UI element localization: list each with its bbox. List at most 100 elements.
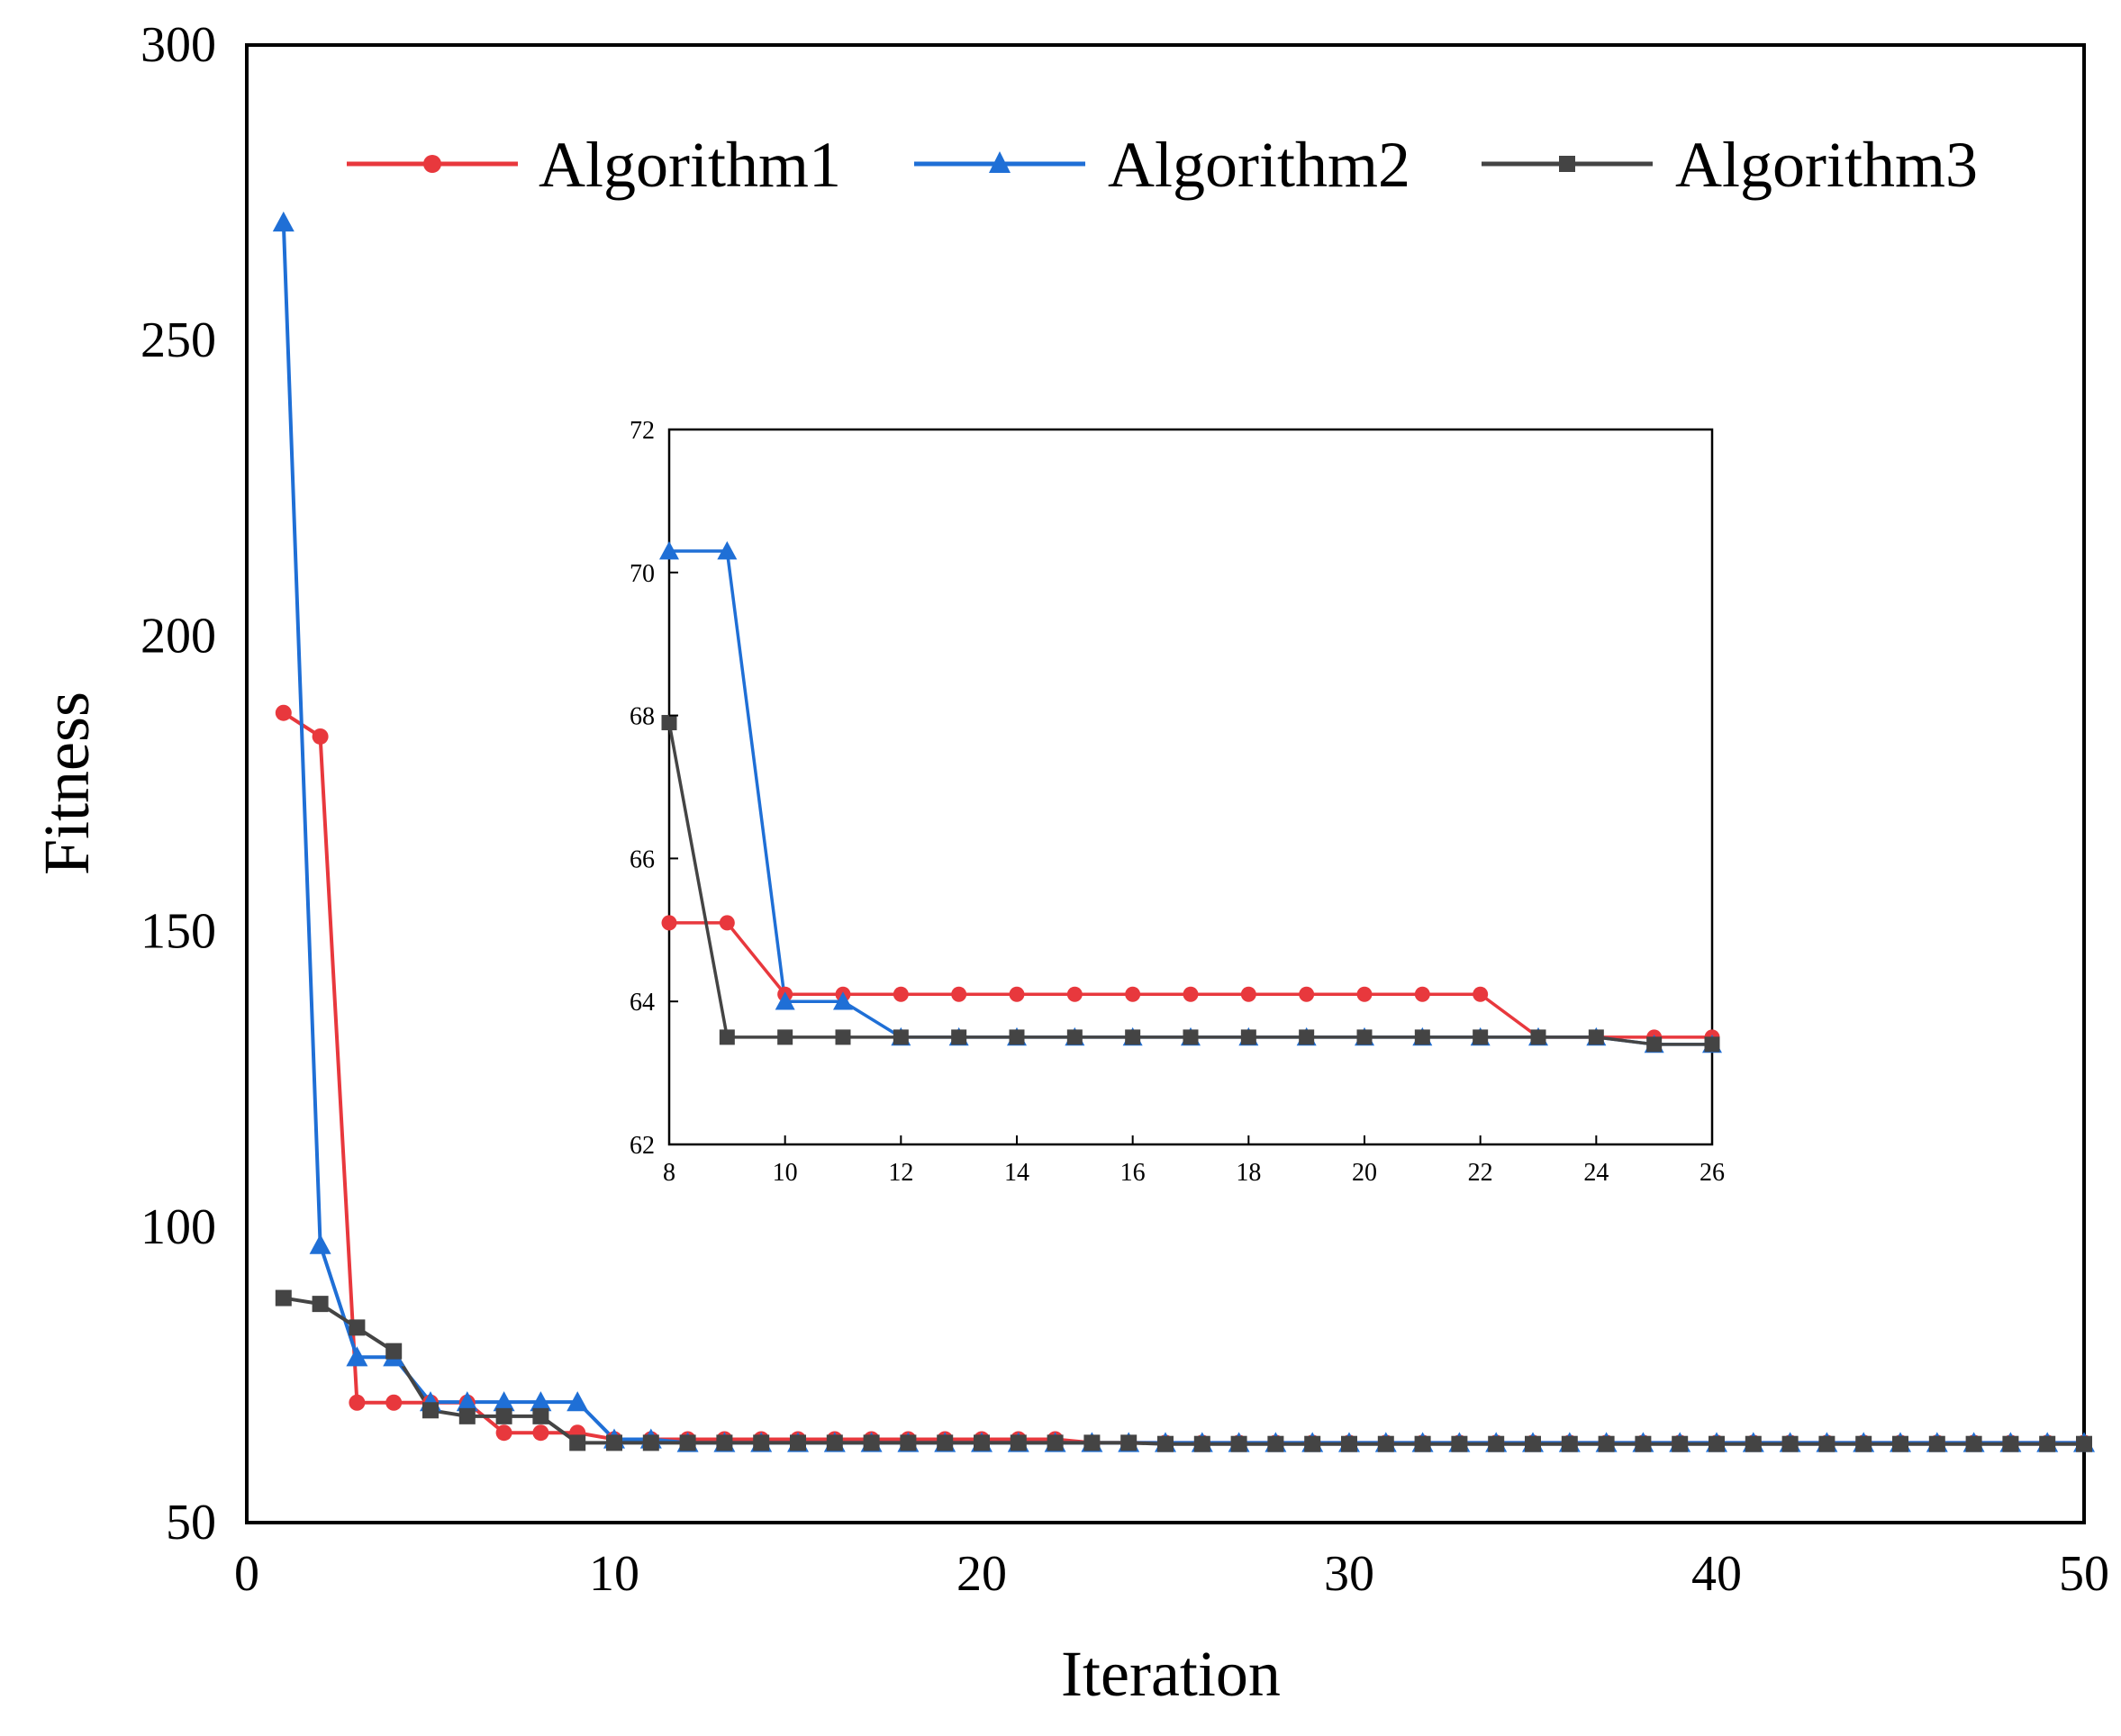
main-point-algorithm3-4 — [385, 1343, 403, 1360]
legend-marker-algorithm3 — [1559, 156, 1575, 172]
inset-point-algorithm1-15 — [1066, 986, 1083, 1002]
main-x-tick-label-0: 0 — [234, 1546, 259, 1602]
inset-point-algorithm3-9 — [719, 1029, 735, 1045]
main-point-algorithm3-28 — [1267, 1435, 1284, 1452]
inset-point-algorithm1-20 — [1356, 986, 1373, 1002]
main-point-algorithm3-7 — [495, 1407, 512, 1424]
legend-marker-algorithm2 — [989, 151, 1011, 173]
inset-point-algorithm3-24 — [1588, 1029, 1604, 1045]
x-axis-title: Iteration — [1061, 1638, 1281, 1710]
legend-entry-algorithm1: Algorithm1 — [347, 129, 841, 201]
main-point-algorithm2-9 — [567, 1391, 589, 1412]
main-point-algorithm3-2 — [312, 1296, 329, 1313]
main-point-algorithm3-26 — [1193, 1435, 1210, 1452]
inset-x-tick-label-16: 16 — [1120, 1159, 1146, 1187]
main-point-algorithm3-48 — [2002, 1435, 2019, 1452]
inset-point-algorithm3-25 — [1646, 1036, 1663, 1053]
main-point-algorithm3-45 — [1892, 1435, 1908, 1452]
main-x-tick-label-10: 10 — [589, 1546, 639, 1602]
main-point-algorithm3-18 — [900, 1434, 917, 1451]
main-y-tick-label-50: 50 — [166, 1495, 216, 1551]
main-point-algorithm3-44 — [1855, 1435, 1872, 1452]
legend-entry-algorithm3: Algorithm3 — [1482, 129, 1978, 201]
main-point-algorithm3-8 — [532, 1407, 549, 1424]
main-point-algorithm3-43 — [1818, 1435, 1835, 1452]
main-point-algorithm3-49 — [2039, 1435, 2056, 1452]
inset-x-tick-label-8: 8 — [663, 1159, 675, 1187]
legend-marker-algorithm1 — [423, 155, 441, 173]
inset-plot-frame — [667, 428, 1714, 1146]
inset-point-algorithm1-21 — [1414, 986, 1430, 1002]
inset-series-group — [659, 540, 1722, 1053]
inset-point-algorithm2-10 — [775, 991, 795, 1010]
main-point-algorithm2-2 — [309, 1234, 331, 1254]
inset-point-algorithm1-13 — [951, 986, 967, 1002]
inset-point-algorithm3-8 — [661, 715, 677, 731]
main-point-algorithm3-40 — [1709, 1435, 1725, 1452]
main-point-algorithm3-47 — [1965, 1435, 1982, 1452]
main-point-algorithm3-34 — [1488, 1435, 1505, 1452]
inset-y-tick-label-64: 64 — [630, 989, 655, 1017]
inset-point-algorithm1-16 — [1125, 986, 1141, 1002]
legend-label-algorithm2: Algorithm2 — [1108, 129, 1410, 201]
main-point-algorithm1-8 — [532, 1424, 549, 1442]
main-point-algorithm3-23 — [1083, 1434, 1101, 1451]
inset-point-algorithm2-11 — [833, 991, 853, 1010]
inset-point-algorithm2-8 — [659, 540, 679, 560]
main-point-algorithm3-29 — [1304, 1435, 1321, 1452]
inset-point-algorithm3-26 — [1704, 1036, 1720, 1053]
main-point-algorithm3-11 — [642, 1434, 659, 1451]
inset-point-algorithm2-9 — [717, 540, 738, 560]
main-point-algorithm1-2 — [312, 728, 329, 745]
main-point-algorithm3-32 — [1414, 1435, 1431, 1452]
inset-x-tick-label-10: 10 — [773, 1159, 798, 1187]
inset-point-algorithm3-17 — [1183, 1029, 1199, 1045]
main-point-algorithm2-3 — [346, 1346, 368, 1367]
inset-point-algorithm3-14 — [1009, 1029, 1025, 1045]
main-point-algorithm2-7 — [493, 1391, 515, 1412]
inset-x-tick-label-20: 20 — [1352, 1159, 1377, 1187]
inset-y-tick-label-62: 62 — [630, 1132, 655, 1160]
main-plot-frame — [245, 43, 2086, 1524]
main-point-algorithm3-31 — [1377, 1435, 1394, 1452]
inset-point-algorithm1-14 — [1009, 986, 1025, 1002]
main-point-algorithm3-20 — [974, 1434, 990, 1451]
main-point-algorithm3-41 — [1745, 1435, 1762, 1452]
main-y-tick-label-200: 200 — [140, 608, 216, 664]
inset-point-algorithm1-9 — [719, 915, 735, 931]
inset-point-algorithm1-8 — [661, 915, 677, 931]
main-point-algorithm3-5 — [422, 1402, 439, 1419]
inset-point-algorithm3-13 — [951, 1029, 967, 1045]
main-point-algorithm1-7 — [495, 1424, 512, 1442]
main-series-group — [272, 211, 2095, 1452]
main-point-algorithm1-3 — [349, 1394, 366, 1411]
main-point-algorithm3-16 — [826, 1434, 843, 1451]
main-ticks-group: 0 10 20 30 40 50 50 100 150 200 250 300 — [140, 17, 2109, 1602]
main-point-algorithm3-36 — [1561, 1435, 1578, 1452]
inset-point-algorithm3-12 — [893, 1029, 909, 1045]
main-point-algorithm2-1 — [272, 211, 295, 232]
main-point-algorithm3-33 — [1451, 1435, 1468, 1452]
inset-y-tick-label-66: 66 — [630, 845, 655, 873]
main-y-tick-label-250: 250 — [140, 312, 216, 368]
inset-point-algorithm1-19 — [1299, 986, 1315, 1002]
legend-label-algorithm3: Algorithm3 — [1675, 129, 1978, 201]
main-point-algorithm3-3 — [349, 1319, 366, 1336]
main-point-algorithm3-37 — [1598, 1435, 1615, 1452]
inset-point-algorithm3-21 — [1414, 1029, 1430, 1045]
inset-point-algorithm3-15 — [1066, 1029, 1083, 1045]
main-point-algorithm3-42 — [1781, 1435, 1799, 1452]
main-point-algorithm3-10 — [606, 1434, 622, 1451]
inset-x-tick-label-12: 12 — [888, 1159, 913, 1187]
legend-entry-algorithm2: Algorithm2 — [914, 129, 1410, 201]
inset-point-algorithm3-23 — [1530, 1029, 1546, 1045]
main-point-algorithm3-15 — [790, 1434, 806, 1451]
inset-x-tick-label-18: 18 — [1236, 1159, 1261, 1187]
y-axis-title: Fitness — [31, 692, 103, 875]
inset-x-tick-label-14: 14 — [1004, 1159, 1029, 1187]
inset-point-algorithm1-12 — [893, 986, 909, 1002]
inset-x-tick-label-26: 26 — [1700, 1159, 1725, 1187]
inset-y-tick-label-72: 72 — [630, 417, 655, 445]
main-point-algorithm3-1 — [275, 1289, 292, 1307]
